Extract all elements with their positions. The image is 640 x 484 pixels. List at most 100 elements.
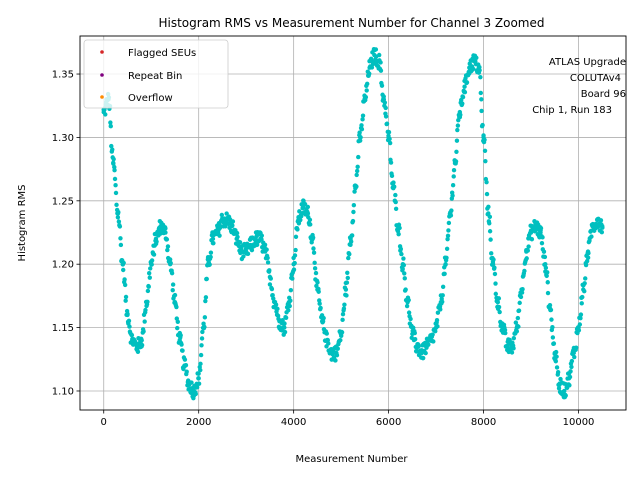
data-point <box>267 274 273 280</box>
data-point <box>312 260 317 266</box>
data-point <box>202 315 208 320</box>
data-point <box>305 204 311 210</box>
data-point <box>334 350 339 356</box>
data-point <box>270 292 275 298</box>
data-point <box>135 349 141 355</box>
data-point <box>454 138 460 143</box>
data-point <box>464 80 470 85</box>
data-point <box>457 109 463 115</box>
data-point <box>553 359 559 364</box>
plot-frame <box>79 35 627 411</box>
data-point <box>141 329 146 334</box>
data-point <box>550 324 555 330</box>
legend-marker-flagged-seus <box>100 50 104 54</box>
data-point <box>286 300 292 305</box>
data-point <box>191 388 197 394</box>
data-point <box>511 336 517 341</box>
data-point <box>595 217 600 223</box>
x-axis: 0 2000 4000 6000 8000 10000 <box>101 410 594 428</box>
data-point <box>333 358 338 363</box>
data-point <box>419 350 425 356</box>
data-point <box>455 123 461 128</box>
data-point <box>518 294 524 300</box>
data-point <box>414 344 420 349</box>
x-tick-label: 4000 <box>281 417 306 428</box>
data-point <box>451 174 456 179</box>
data-points <box>101 46 605 401</box>
data-point <box>199 336 205 341</box>
data-point <box>324 331 329 336</box>
data-point <box>387 140 393 146</box>
data-point <box>509 344 515 349</box>
data-point <box>476 65 482 70</box>
data-point <box>167 257 173 262</box>
data-point <box>543 262 548 267</box>
data-point <box>378 68 384 73</box>
data-point <box>362 97 368 102</box>
data-point <box>443 262 448 267</box>
data-point <box>391 185 396 191</box>
data-point <box>271 296 276 301</box>
data-point <box>386 135 391 140</box>
data-point <box>283 315 289 321</box>
data-point <box>558 376 563 382</box>
data-point <box>545 270 550 275</box>
data-point <box>480 122 485 128</box>
data-point <box>545 280 550 285</box>
data-point <box>556 386 562 391</box>
data-point <box>165 247 170 253</box>
data-point <box>144 300 149 305</box>
data-point <box>134 344 140 349</box>
data-point <box>377 52 382 58</box>
data-point <box>481 135 486 140</box>
data-point <box>526 244 531 249</box>
data-point <box>423 350 428 356</box>
data-point <box>402 271 407 276</box>
data-point <box>163 230 168 235</box>
data-point <box>554 354 559 359</box>
data-point <box>497 309 502 315</box>
data-point <box>179 342 184 347</box>
data-point <box>112 167 117 173</box>
x-tick-label: 2000 <box>186 417 211 428</box>
data-point <box>292 253 298 258</box>
data-point <box>493 281 498 286</box>
data-point <box>340 312 346 317</box>
data-point <box>450 183 456 188</box>
data-point <box>402 276 407 281</box>
data-point <box>400 262 406 267</box>
data-point <box>357 138 363 143</box>
data-point <box>354 168 360 174</box>
data-point <box>515 315 521 321</box>
data-point <box>445 233 451 238</box>
data-point <box>583 262 589 268</box>
data-point <box>115 215 121 220</box>
data-point <box>467 65 472 70</box>
data-point <box>403 287 408 292</box>
data-point <box>435 310 441 315</box>
data-point <box>139 342 145 348</box>
data-point <box>308 222 313 227</box>
data-point <box>335 346 340 351</box>
data-point <box>281 325 287 330</box>
data-point <box>454 149 459 154</box>
data-point <box>524 256 529 261</box>
data-point <box>172 300 178 305</box>
data-point <box>554 365 560 370</box>
data-point <box>351 209 356 215</box>
data-point <box>462 90 468 95</box>
data-point <box>196 381 202 386</box>
data-point <box>293 247 298 253</box>
data-point <box>198 352 204 358</box>
data-point <box>108 120 113 125</box>
data-point <box>319 319 325 324</box>
data-point <box>365 81 370 87</box>
data-point <box>129 332 135 338</box>
data-point <box>448 211 453 216</box>
y-tick-label: 1.15 <box>52 323 74 334</box>
data-point <box>507 337 512 343</box>
annotation-line-2: COLUTAv4 <box>570 73 621 84</box>
data-point <box>516 308 522 313</box>
data-point <box>139 338 144 343</box>
legend: Flagged SEUs Repeat Bin Overflow <box>83 39 229 109</box>
